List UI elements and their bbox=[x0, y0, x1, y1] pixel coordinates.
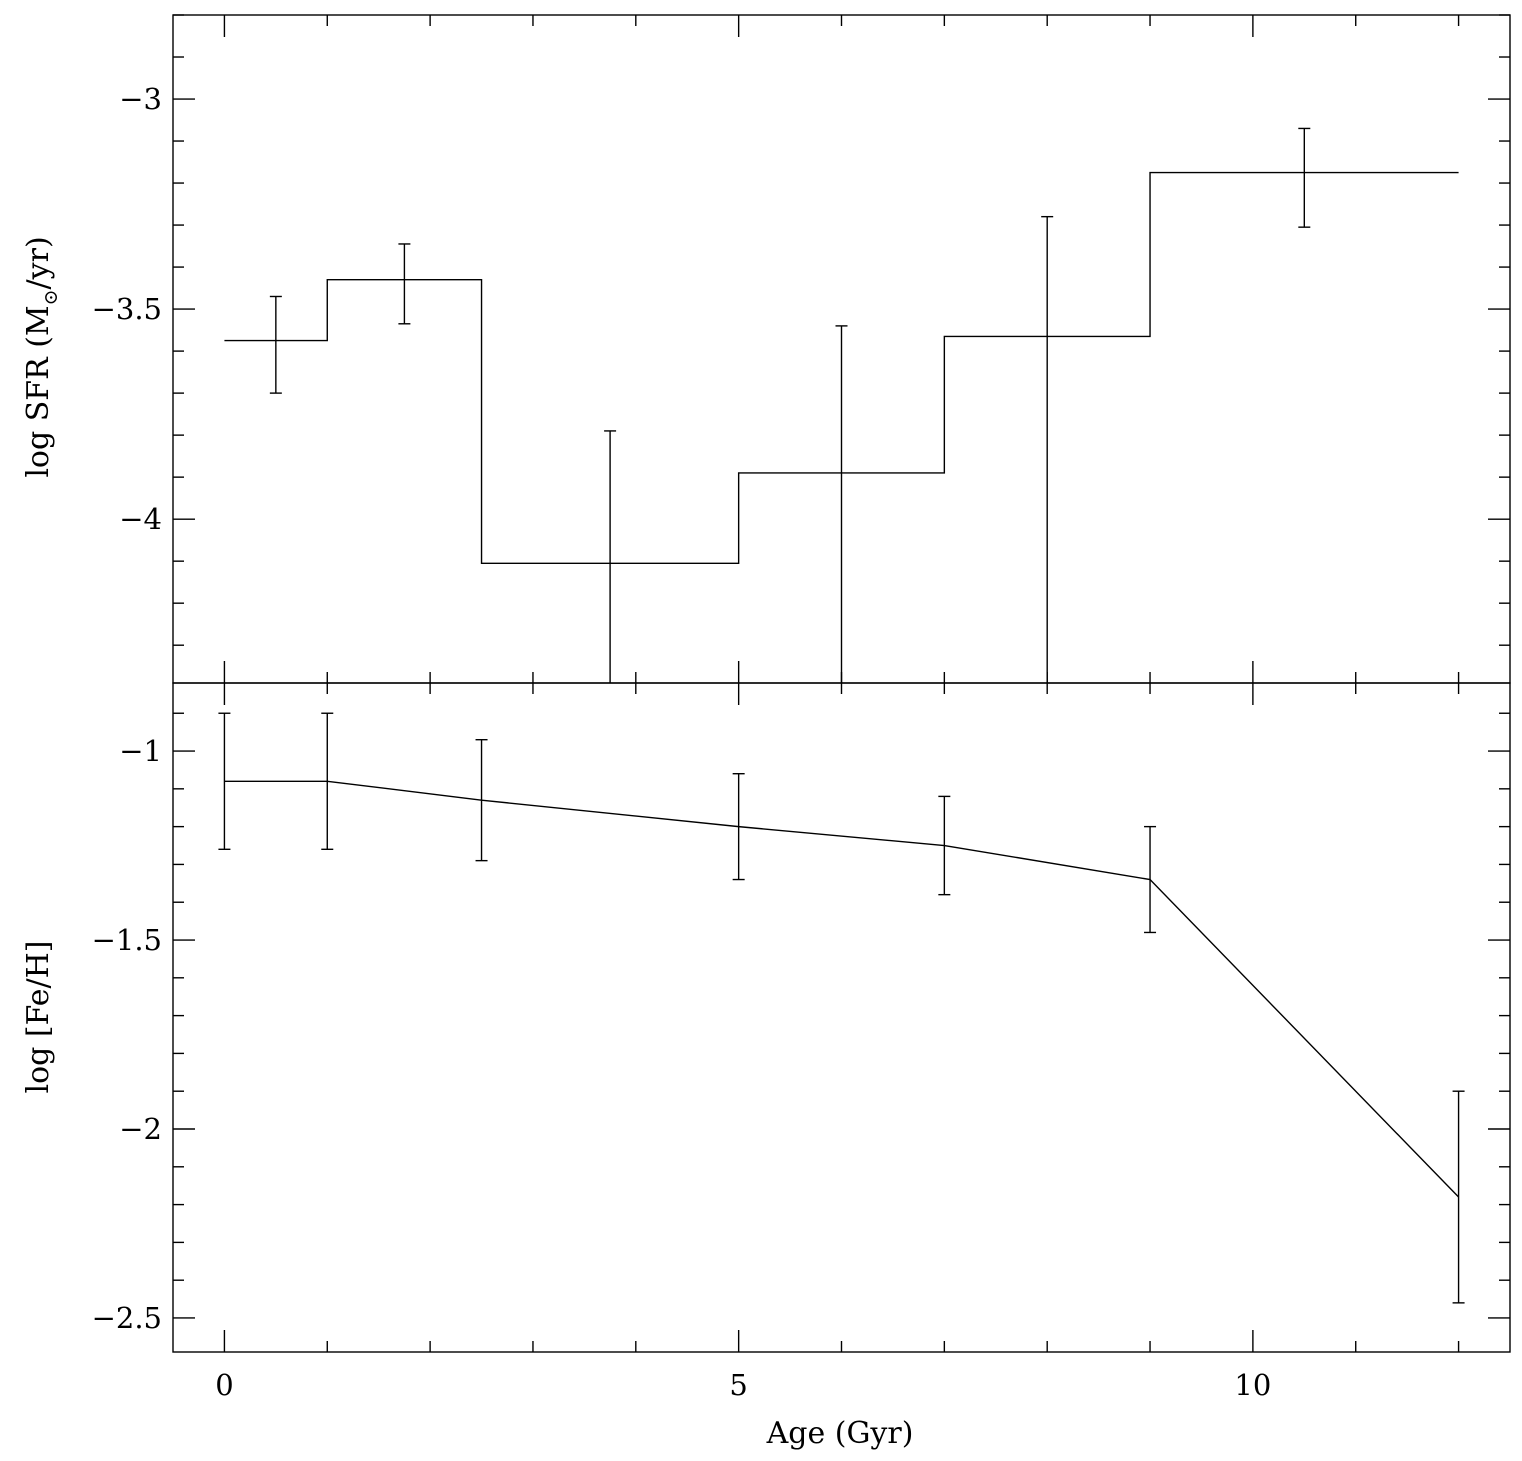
y-tick-label: −1.5 bbox=[92, 923, 162, 957]
y-tick-label: −3 bbox=[119, 82, 162, 116]
y-tick-label: −4 bbox=[119, 502, 162, 536]
y-tick-label: −1 bbox=[119, 734, 162, 768]
age-axis-label: Age (Gyr) bbox=[766, 1416, 914, 1451]
x-tick-label: 5 bbox=[729, 1368, 747, 1402]
plot-frame bbox=[172, 682, 1511, 1353]
sfr-axis-label: log SFR (M⊙/yr) bbox=[21, 236, 62, 477]
y-tick-label: −2.5 bbox=[92, 1301, 162, 1335]
metallicity-axis-label: log [Fe/H] bbox=[21, 940, 56, 1093]
metallicity-line bbox=[224, 780, 1460, 1198]
x-tick-label: 10 bbox=[1234, 1368, 1271, 1402]
sfr-panel: −3 −3.5 −4 bbox=[92, 14, 1511, 684]
y-tick-label: −2 bbox=[119, 1112, 162, 1146]
x-tick-label: 0 bbox=[215, 1368, 233, 1402]
metallicity-panel: −1 −1.5 −2 −2.5 0 5 10 bbox=[92, 682, 1511, 1402]
y-tick-label: −3.5 bbox=[92, 292, 162, 326]
sfr-step-line bbox=[224, 171, 1459, 564]
